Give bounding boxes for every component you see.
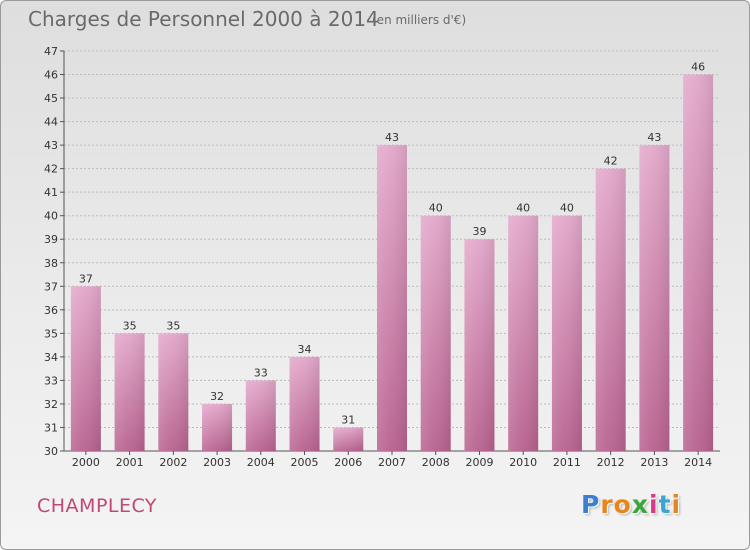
x-tick-label: 2014 [684,456,712,469]
bar-value-label: 32 [210,390,224,403]
chart-title: Charges de Personnel 2000 à 2014 [28,7,379,31]
x-tick-label: 2007 [378,456,406,469]
y-tick-label: 39 [44,233,58,246]
logo-letter: i [649,490,659,519]
x-tick-label: 2001 [116,456,144,469]
bar-shade [333,427,364,451]
bar-shade [683,74,714,451]
bar-shade [508,215,539,451]
x-tick-label: 2009 [465,456,493,469]
bar-shade [595,168,626,451]
bar-shade [245,380,276,451]
y-tick-label: 45 [44,92,58,105]
y-tick-label: 38 [44,257,58,270]
bar-shade [639,145,670,451]
y-tick-label: 41 [44,186,58,199]
bar-value-label: 33 [254,366,268,379]
y-tick-label: 31 [44,421,58,434]
bar-value-label: 42 [604,155,618,168]
bar-shade [114,333,145,451]
x-tick-label: 2008 [422,456,450,469]
bar-value-label: 31 [341,413,355,426]
bar-shade [551,215,582,451]
logo-letter: o [613,490,632,519]
bar-value-label: 35 [123,319,137,332]
bar-value-label: 35 [166,319,180,332]
x-tick-label: 2005 [291,456,319,469]
bar-value-label: 43 [647,131,661,144]
y-tick-label: 36 [44,304,58,317]
bar-value-label: 34 [298,343,312,356]
logo-letter: r [600,490,614,519]
y-tick-label: 47 [44,45,58,58]
logo-letter: x [631,490,649,519]
y-tick-label: 32 [44,398,58,411]
bar-value-label: 40 [560,202,574,215]
logo-letter: P [581,490,601,519]
y-tick-label: 37 [44,280,58,293]
x-tick-label: 2002 [159,456,187,469]
bar-value-label: 46 [691,61,705,74]
x-tick-label: 2000 [72,456,100,469]
bar-shade [464,239,495,451]
x-tick-label: 2004 [247,456,275,469]
bar-value-label: 40 [516,202,530,215]
bar-shade [420,215,451,451]
y-tick-label: 46 [44,69,58,82]
logo-letter: t [658,490,672,519]
bar-shade [377,145,407,451]
y-tick-label: 30 [44,445,58,458]
y-tick-label: 44 [44,116,58,129]
x-tick-label: 2013 [640,456,668,469]
y-tick-label: 43 [44,139,58,152]
y-tick-label: 34 [44,351,58,364]
bar-shade [202,403,233,451]
y-tick-label: 35 [44,327,58,340]
commune-name: CHAMPLECY [37,495,158,517]
x-tick-label: 2010 [509,456,537,469]
bar-shade [70,286,101,451]
bar-shade [158,333,189,451]
chart-subtitle: (en milliers d'€) [372,13,467,27]
proxiti-logo: Proxiti [581,490,681,519]
bar-value-label: 43 [385,131,399,144]
bar-shade [289,356,320,451]
y-tick-label: 42 [44,163,58,176]
x-tick-label: 2012 [597,456,625,469]
y-tick-label: 40 [44,210,58,223]
bar-value-label: 40 [429,202,443,215]
x-tick-label: 2003 [203,456,231,469]
logo-letter: i [671,490,682,519]
y-tick-label: 33 [44,374,58,387]
x-tick-label: 2011 [553,456,581,469]
x-tick-label: 2006 [334,456,362,469]
bar-value-label: 37 [79,272,93,285]
bar-value-label: 39 [472,225,486,238]
